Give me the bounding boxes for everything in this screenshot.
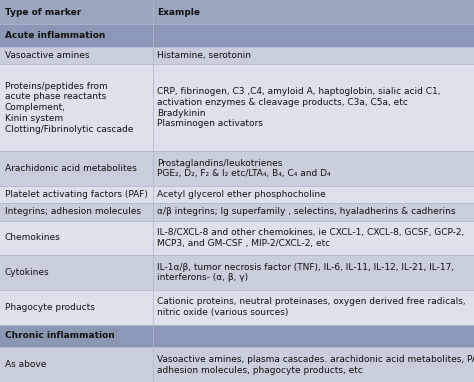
Text: Vasoactive amines: Vasoactive amines [5,51,89,60]
Bar [153,47,474,64]
Text: IL-1α/β, tumor necrosis factor (TNF), IL-6, IL-11, IL-12, IL-21, IL-17,
interfer: IL-1α/β, tumor necrosis factor (TNF), IL… [157,263,455,282]
Text: Platelet activating factors (PAF): Platelet activating factors (PAF) [5,190,147,199]
Bar [0,0,474,24]
Bar [153,290,474,325]
Bar [0,24,474,47]
Bar [0,151,153,186]
Bar [0,64,153,151]
Text: Prostaglandins/leukotrienes
PGE₂, D₂, F₂ & I₂ etc/LTA₄, B₄, C₄ and D₄: Prostaglandins/leukotrienes PGE₂, D₂, F₂… [157,159,331,178]
Bar [153,151,474,186]
Text: Example: Example [157,8,201,17]
Text: Arachidonic acid metabolites: Arachidonic acid metabolites [5,164,137,173]
Text: α/β integrins; Ig superfamily , selectins, hyaladherins & cadherins: α/β integrins; Ig superfamily , selectin… [157,207,456,216]
Text: Cytokines: Cytokines [5,268,49,277]
Text: CRP, fibrinogen, C3 ,C4, amyloid A, haptoglobin, sialic acid C1,
activation enzy: CRP, fibrinogen, C3 ,C4, amyloid A, hapt… [157,87,441,128]
Text: Proteins/peptides from
acute phase reactants
Complement,
Kinin system
Clotting/F: Proteins/peptides from acute phase react… [5,82,133,134]
Text: Type of marker: Type of marker [5,8,81,17]
Text: Vasoactive amines, plasma cascades. arachidonic acid metabolites, PAF,
adhesion : Vasoactive amines, plasma cascades. arac… [157,355,474,374]
Bar [153,255,474,290]
Bar [153,64,474,151]
Text: Phagocyte products: Phagocyte products [5,303,95,312]
Bar [153,220,474,255]
Bar [0,220,153,255]
Text: Chronic inflammation: Chronic inflammation [5,332,115,340]
Text: Cationic proteins, neutral proteinases, oxygen derived free radicals,
nitric oxi: Cationic proteins, neutral proteinases, … [157,298,466,317]
Bar [0,325,474,347]
Text: Chemokines: Chemokines [5,233,61,243]
Bar [153,347,474,382]
Text: IL-8/CXCL-8 and other chemokines, ie CXCL-1, CXCL-8, GCSF, GCP-2,
MCP3, and GM-C: IL-8/CXCL-8 and other chemokines, ie CXC… [157,228,465,248]
Bar [0,347,153,382]
Text: Acetyl glycerol ether phosphocholine: Acetyl glycerol ether phosphocholine [157,190,326,199]
Bar [0,47,153,64]
Text: As above: As above [5,360,46,369]
Bar [0,290,153,325]
Text: Acute inflammation: Acute inflammation [5,31,105,40]
Bar [0,255,153,290]
Bar [0,186,153,203]
Text: Integrins; adhesion molecules: Integrins; adhesion molecules [5,207,141,216]
Bar [153,186,474,203]
Text: Histamine, serotonin: Histamine, serotonin [157,51,251,60]
Bar [0,203,153,220]
Bar [153,203,474,220]
